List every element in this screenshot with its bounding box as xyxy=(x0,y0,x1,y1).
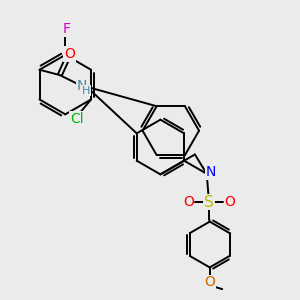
Text: O: O xyxy=(64,47,75,61)
Text: O: O xyxy=(204,275,215,289)
Text: O: O xyxy=(183,195,194,209)
Text: O: O xyxy=(224,195,236,209)
Text: N: N xyxy=(206,165,216,179)
Text: S: S xyxy=(204,194,214,209)
Text: H: H xyxy=(82,85,91,96)
Text: Cl: Cl xyxy=(70,112,84,126)
Text: F: F xyxy=(63,22,71,36)
Text: N: N xyxy=(76,79,87,93)
